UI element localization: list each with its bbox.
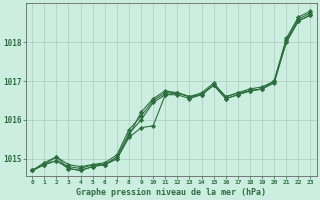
X-axis label: Graphe pression niveau de la mer (hPa): Graphe pression niveau de la mer (hPa) [76, 188, 266, 197]
